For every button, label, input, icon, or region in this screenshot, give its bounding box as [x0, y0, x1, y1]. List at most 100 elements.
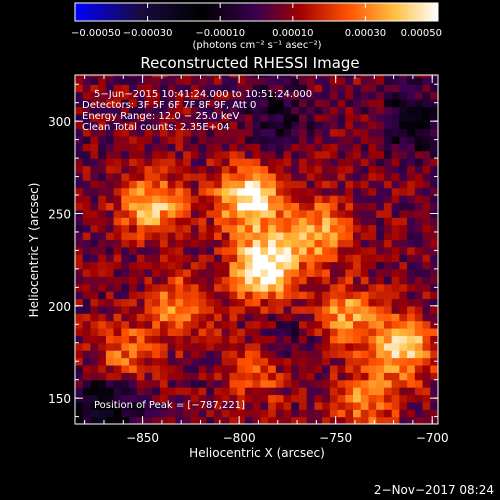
heatmap-cell	[206, 276, 215, 285]
heatmap-cell	[337, 335, 346, 344]
heatmap-cell	[121, 276, 130, 285]
heatmap-cell	[237, 91, 246, 100]
heatmap-cell	[275, 327, 285, 336]
heatmap-cell	[407, 305, 416, 314]
heatmap-cell	[167, 394, 176, 403]
heatmap-cell	[422, 246, 431, 255]
heatmap-cell	[329, 320, 339, 329]
heatmap-cell	[198, 180, 207, 189]
heatmap-cell	[105, 254, 115, 263]
heatmap-cell	[221, 239, 231, 248]
heatmap-cell	[399, 268, 408, 277]
heatmap-cell	[98, 75, 107, 78]
annotations: 5−Jun−2015 10:41:24.000 to 10:51:24.000 …	[82, 89, 312, 411]
heatmap-cell	[82, 224, 92, 233]
heatmap-cell	[82, 335, 92, 344]
heatmap-cell	[129, 401, 138, 410]
heatmap-cell	[360, 261, 370, 270]
heatmap-cell	[268, 313, 277, 322]
heatmap-cell	[105, 143, 115, 152]
heatmap-cell	[229, 342, 238, 351]
heatmap-cell	[353, 84, 362, 93]
heatmap-cell	[167, 180, 176, 189]
heatmap-cell	[407, 291, 416, 300]
heatmap-cell	[144, 357, 153, 366]
heatmap-cell	[360, 409, 370, 418]
heatmap-cell	[322, 172, 331, 181]
heatmap-cell	[329, 209, 339, 218]
heatmap-cell	[291, 224, 300, 233]
heatmap-cell	[183, 91, 192, 100]
heatmap-cell	[414, 372, 424, 381]
heatmap-cell	[260, 239, 269, 248]
heatmap-cell	[214, 75, 223, 78]
heatmap-cell	[167, 246, 176, 255]
heatmap-cell	[206, 298, 215, 307]
heatmap-cell	[190, 372, 200, 381]
heatmap-cell	[105, 268, 115, 277]
heatmap-cell	[376, 75, 385, 78]
heatmap-cell	[244, 305, 254, 314]
heatmap-cell	[252, 313, 261, 322]
heatmap-cell	[221, 217, 231, 226]
heatmap-cell	[306, 342, 316, 351]
heatmap-cell	[214, 165, 223, 174]
heatmap-cell	[368, 298, 377, 307]
heatmap-cell	[368, 342, 377, 351]
heatmap-cell	[113, 372, 122, 381]
heatmap-cell	[260, 187, 269, 196]
heatmap-cell	[183, 158, 192, 167]
heatmap-cell	[190, 409, 200, 418]
heatmap-cell	[98, 268, 107, 277]
heatmap-cell	[206, 209, 215, 218]
heatmap-cell	[98, 342, 107, 351]
heatmap-cell	[376, 327, 385, 336]
heatmap-cell	[198, 209, 207, 218]
heatmap-cell	[353, 172, 362, 181]
heatmap-cell	[206, 231, 215, 240]
heatmap-cell	[113, 283, 122, 292]
heatmap-cell	[98, 261, 107, 270]
heatmap-cell	[260, 224, 269, 233]
heatmap-cell	[422, 409, 431, 418]
heatmap-cell	[167, 239, 176, 248]
heatmap-cell	[360, 180, 370, 189]
heatmap-cell	[275, 150, 285, 159]
heatmap-cell	[407, 121, 416, 130]
heatmap-cell	[152, 357, 161, 366]
heatmap-cell	[306, 231, 316, 240]
heatmap-cell	[260, 254, 269, 263]
heatmap-cell	[90, 327, 99, 336]
heatmap-cell	[105, 379, 115, 388]
heatmap-cell	[407, 357, 416, 366]
heatmap-cell	[121, 305, 130, 314]
heatmap-cell	[136, 313, 146, 322]
heatmap-cell	[252, 172, 261, 181]
heatmap-cell	[82, 180, 92, 189]
heatmap-cell	[391, 209, 400, 218]
heatmap-cell	[175, 172, 184, 181]
heatmap-cell	[175, 283, 184, 292]
heatmap-cell	[314, 379, 323, 388]
heatmap-cell	[306, 276, 316, 285]
heatmap-cell	[129, 254, 138, 263]
heatmap-cell	[244, 364, 254, 373]
heatmap-cell	[422, 357, 431, 366]
heatmap-cell	[283, 335, 292, 344]
heatmap-cell	[268, 84, 277, 93]
heatmap-cell	[252, 254, 261, 263]
heatmap-cell	[368, 76, 377, 85]
heatmap-cell	[360, 313, 370, 322]
heatmap-cell	[252, 135, 261, 144]
heatmap-cell	[183, 291, 192, 300]
heatmap-cell	[260, 416, 269, 424]
heatmap-cell	[407, 135, 416, 144]
heatmap-cell	[167, 268, 176, 277]
heatmap-cell	[244, 165, 254, 174]
heatmap-cell	[368, 150, 377, 159]
heatmap-cell	[183, 150, 192, 159]
heatmap-cell	[376, 195, 385, 204]
heatmap-cell	[183, 217, 192, 226]
heatmap-cell	[113, 113, 122, 122]
